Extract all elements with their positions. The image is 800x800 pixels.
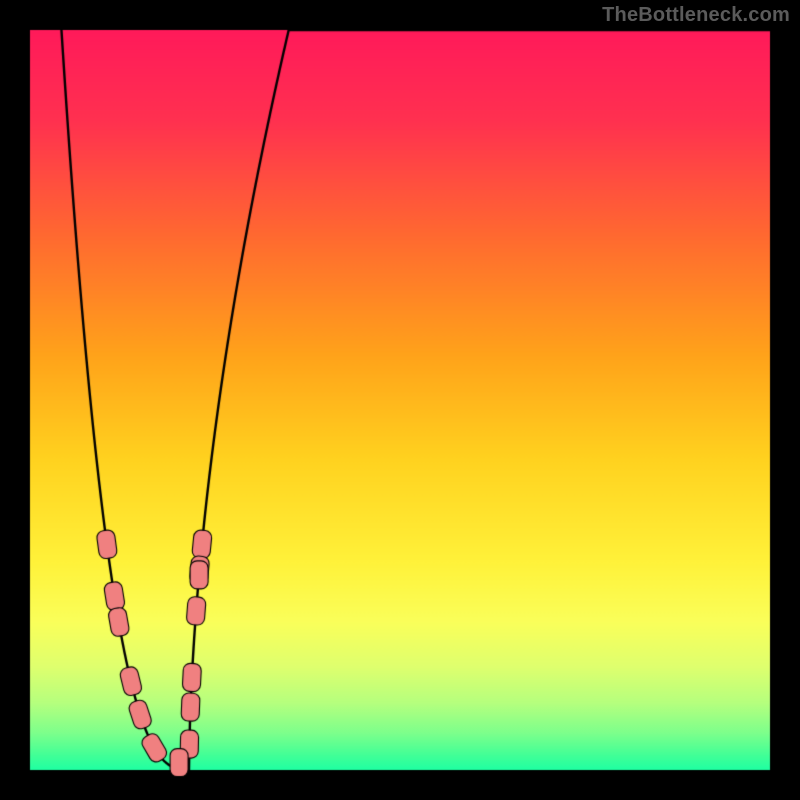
watermark-text: TheBottleneck.com xyxy=(602,4,790,27)
bottleneck-curve-chart xyxy=(0,0,800,800)
